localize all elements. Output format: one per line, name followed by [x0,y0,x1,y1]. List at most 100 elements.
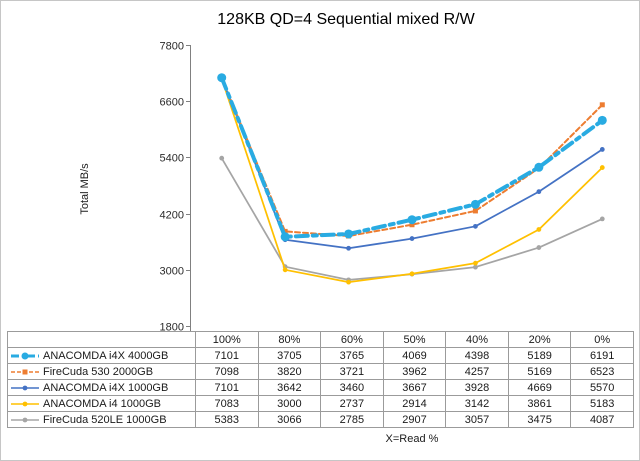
series-name-cell: FireCuda 520LE 1000GB [7,411,196,428]
data-point-marker [346,245,351,251]
category-header-row: 100% 80% 60% 50% 40% 20% 0% [7,331,634,348]
value-cell: 3928 [445,379,509,396]
series-name: ANACOMDA i4X 1000GB [43,381,169,394]
value-cell: 5383 [195,411,259,428]
data-point-marker [473,223,478,229]
data-point-marker [536,227,542,232]
category-header: 60% [320,331,384,348]
value-cell: 3000 [257,395,322,412]
series-line [220,77,604,283]
data-point-marker [407,215,417,225]
value-cell: 3142 [445,395,509,412]
value-cell: 3765 [320,347,384,364]
value-cell: 3820 [257,363,322,380]
legend-key-icon [11,401,39,406]
value-cell: 5169 [507,363,572,380]
value-cell: 4257 [445,363,509,380]
y-tick-label: 4200 [160,210,184,222]
legend-key-icon [11,369,39,375]
y-tick-label: 6600 [160,97,184,109]
series-name: ANACOMDA i4 1000GB [43,397,161,410]
series-name: FireCuda 530 2000GB [43,365,154,378]
y-tick-label: 3000 [160,266,184,278]
data-point-marker [473,260,478,266]
series-name-cell: ANACOMDA i4X 4000GB [7,347,196,364]
data-point-marker [470,199,480,209]
y-tick-label: 1800 [160,322,184,333]
value-cell: 3667 [382,379,447,396]
value-cell: 7101 [195,347,259,364]
series-anacomda-i4x-4000gb [217,73,607,242]
chart-title: 128KB QD=4 Sequential mixed R/W [217,11,475,28]
data-point-marker [282,228,288,234]
category-header: 80% [257,331,322,348]
value-cell: 6523 [570,363,634,380]
data-point-marker [597,115,607,125]
value-cell: 3705 [257,347,322,364]
data-point-marker [217,73,227,83]
data-point-marker [22,401,28,406]
data-point-marker [344,229,354,239]
value-cell: 3721 [320,363,384,380]
series-name-cell: FireCuda 530 2000GB [7,363,196,380]
value-cell: 7101 [195,379,259,396]
value-cell: 5570 [570,379,634,396]
value-cell: 3962 [382,363,447,380]
table-row: ANACOMDA i4X 1000GB 7101 3642 3460 3667 3928 4… [7,379,634,396]
value-cell: 3861 [507,395,572,412]
data-point-marker [599,147,605,152]
value-cell: 2914 [382,395,447,412]
data-point-marker [280,232,290,242]
data-point-marker [346,279,351,285]
data-point-marker [472,208,478,214]
data-table: 100% 80% 60% 50% 40% 20% 0% ANACOMDA i4X 4000GB… [7,331,634,428]
value-cell: 6191 [570,347,634,364]
plot-area: 7800 6600 5400 4200 3000 1800 [160,41,607,333]
data-point-marker [599,165,605,170]
x-axis-title: X=Read % [385,433,439,445]
value-cell: 7083 [195,395,259,412]
category-header: 50% [382,331,447,348]
legend-key-icon [11,385,39,390]
category-header: 100% [195,331,259,348]
category-header: 40% [445,331,509,348]
data-point-marker [22,385,28,390]
value-cell: 5183 [570,395,634,412]
value-cell: 4069 [382,347,447,364]
data-point-marker [22,417,28,422]
data-point-marker [219,155,225,161]
legend-key-icon [11,417,39,422]
table-row: FireCuda 520LE 1000GB 5383 3066 2785 2907 305… [7,411,634,428]
data-point-marker [21,352,29,360]
data-point-marker [534,162,544,172]
data-point-marker [473,264,478,270]
value-cell: 4398 [445,347,509,364]
category-header: 0% [570,331,634,348]
data-point-marker [282,267,288,273]
series-name: ANACOMDA i4X 4000GB [43,349,169,362]
value-cell: 2907 [382,411,447,428]
value-cell: 2785 [320,411,384,428]
value-cell: 5189 [507,347,572,364]
table-row: ANACOMDA i4X 4000GB 7101 3705 3765 4069 4398 5… [7,347,634,364]
value-cell: 4669 [507,379,572,396]
series-line [219,75,605,239]
category-header: 20% [507,331,572,348]
table-row: FireCuda 530 2000GB 7098 3820 3721 3962 4257 5… [7,363,634,380]
data-point-marker [409,236,415,241]
data-point-marker [599,102,605,108]
data-point-marker [409,222,415,228]
value-cell: 4087 [570,411,634,428]
value-cell: 3066 [257,411,322,428]
table-row: ANACOMDA i4 1000GB 7083 3000 2737 2914 3142 38… [7,395,634,412]
value-cell: 3460 [320,379,384,396]
data-point-marker [22,369,28,375]
data-point-marker [409,271,415,277]
data-point-marker [536,245,542,250]
value-cell: 3057 [445,411,509,428]
series-line [220,76,604,237]
legend-key-icon [11,352,39,360]
value-cell: 3642 [257,379,322,396]
value-cell: 2737 [320,395,384,412]
